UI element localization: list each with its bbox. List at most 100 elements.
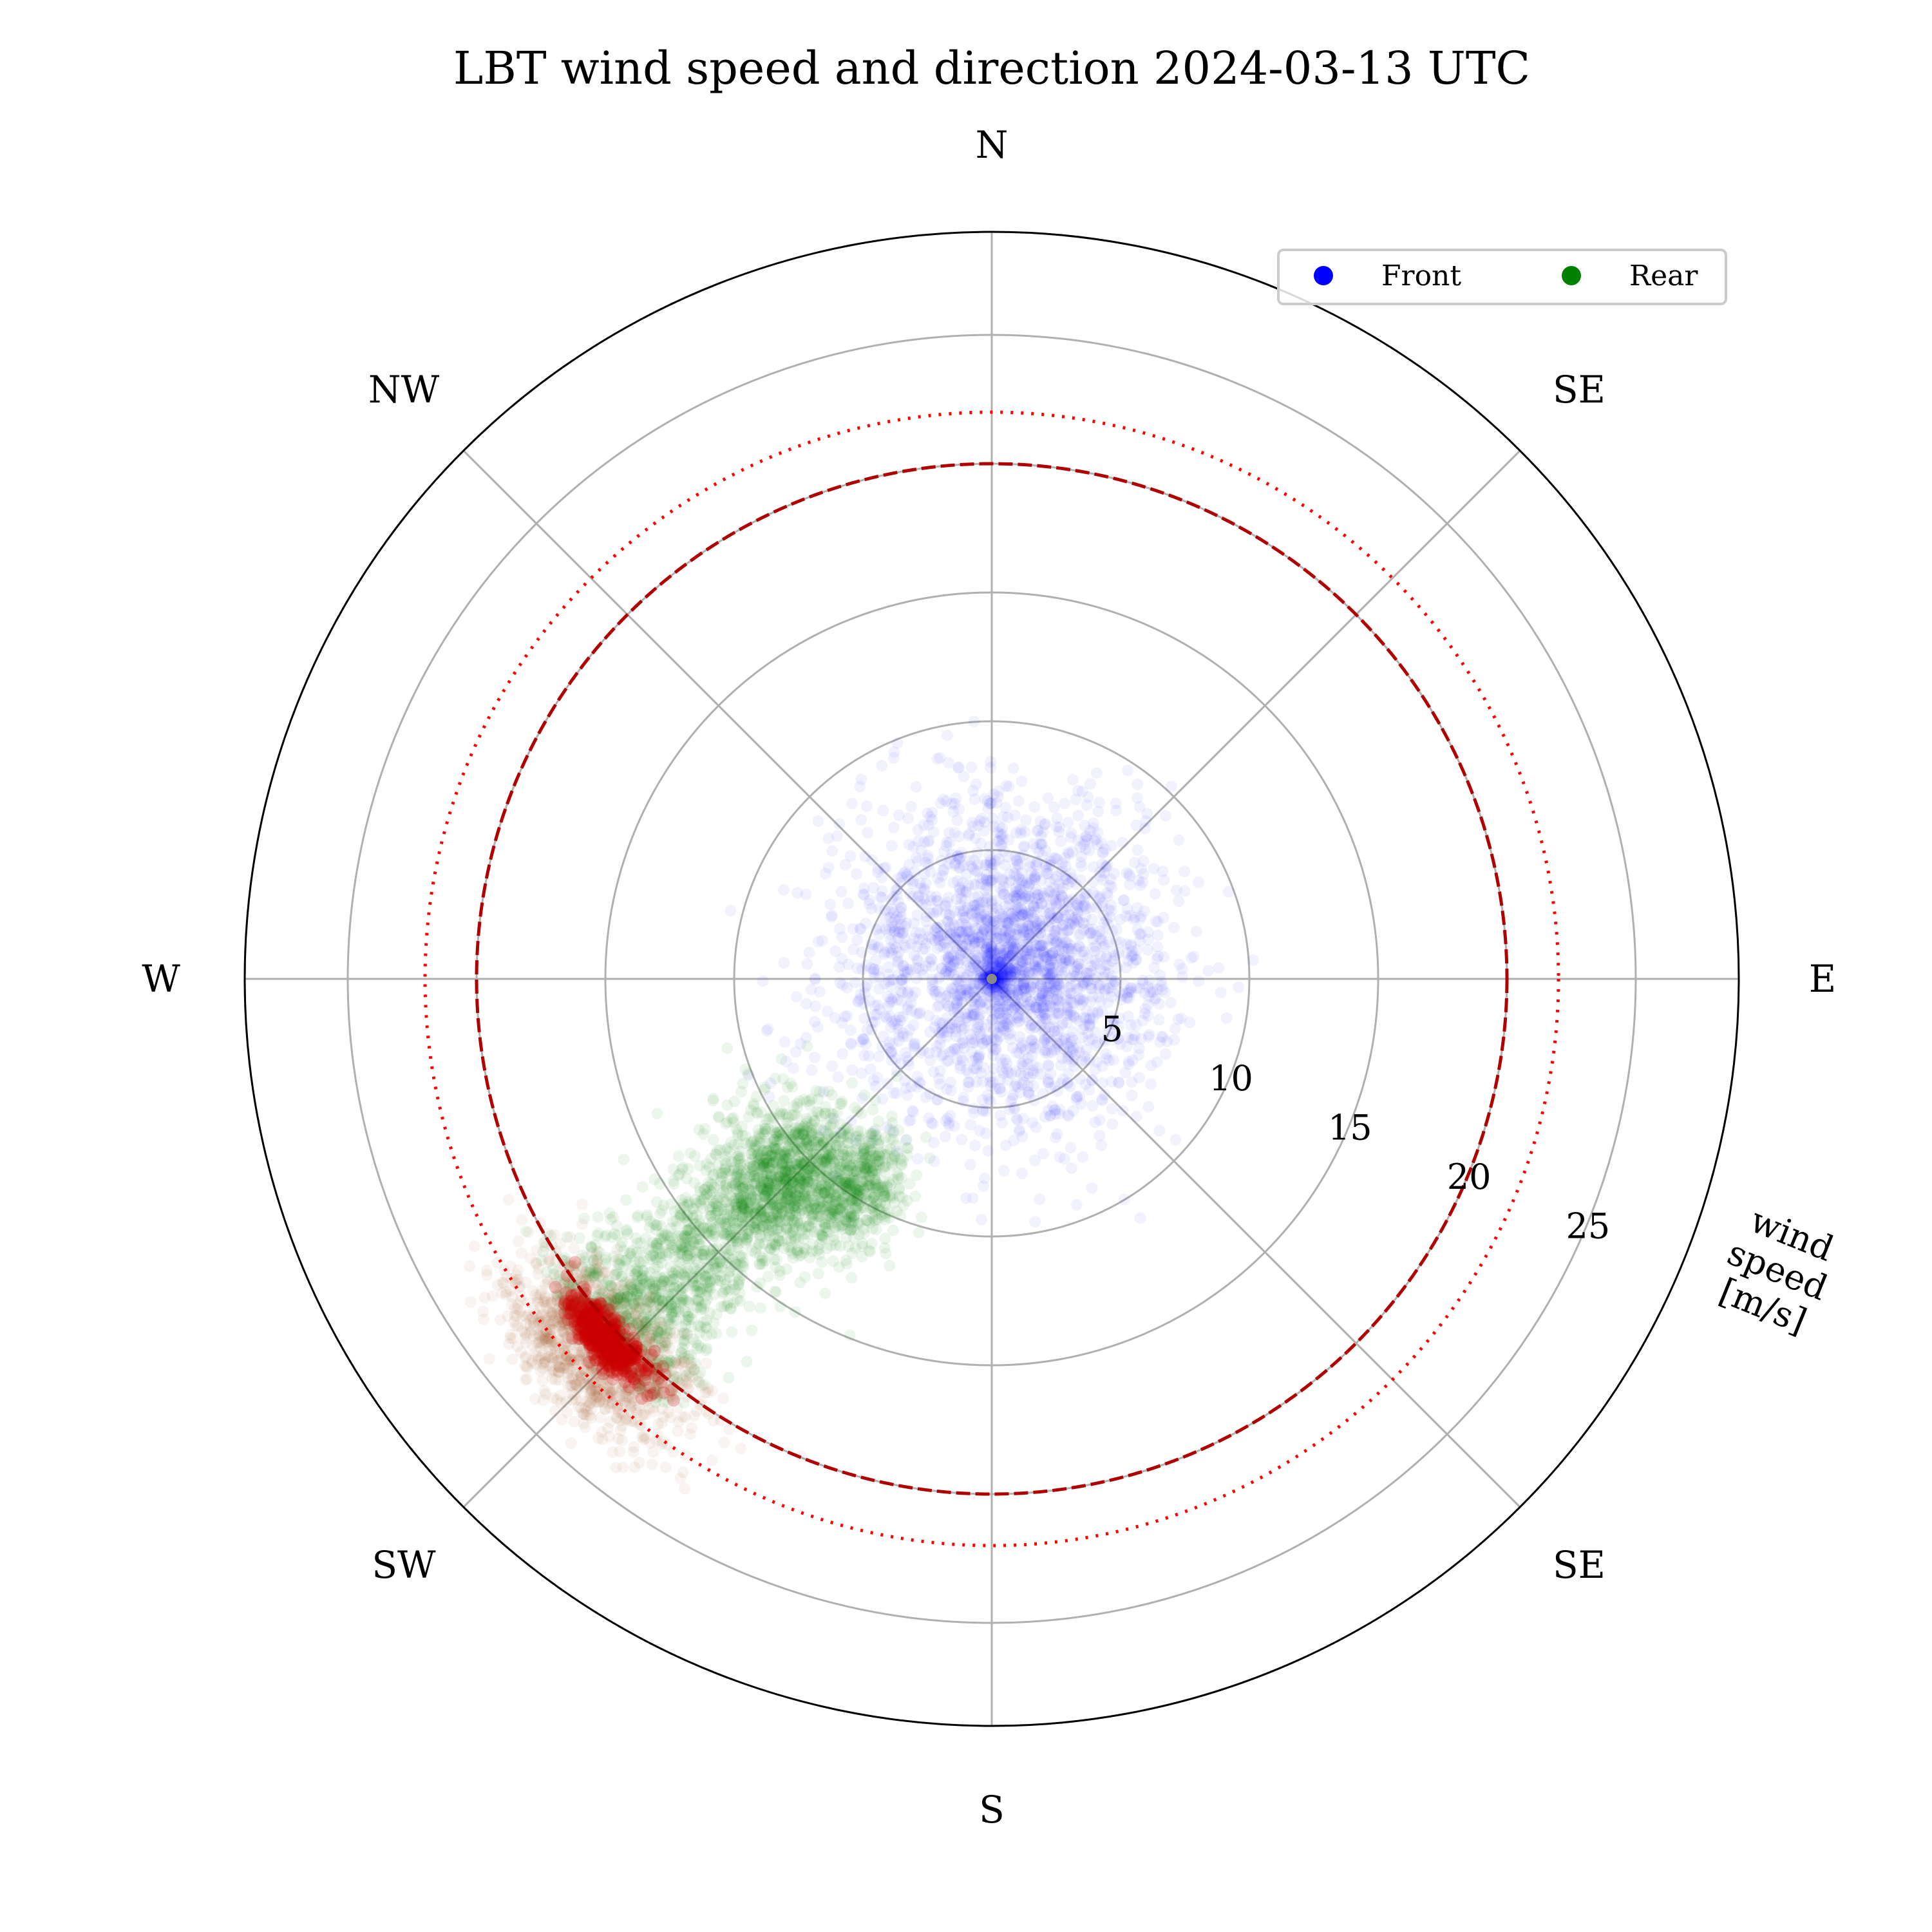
data-point bbox=[1029, 1216, 1041, 1228]
data-point bbox=[993, 963, 1005, 975]
data-point bbox=[922, 858, 934, 871]
data-point bbox=[1155, 976, 1167, 988]
data-point bbox=[1012, 923, 1025, 935]
data-point bbox=[1070, 1012, 1082, 1024]
data-point bbox=[1101, 887, 1113, 899]
data-point bbox=[1117, 1104, 1129, 1117]
data-point bbox=[1072, 1041, 1084, 1054]
data-point bbox=[948, 1120, 960, 1132]
data-point bbox=[1121, 991, 1133, 1003]
data-point bbox=[970, 911, 982, 923]
data-point bbox=[1127, 957, 1139, 969]
data-point bbox=[927, 1066, 940, 1078]
data-point bbox=[1042, 1059, 1054, 1071]
data-point bbox=[1087, 817, 1099, 829]
data-point bbox=[1023, 1089, 1035, 1101]
data-point bbox=[1150, 915, 1162, 927]
data-point bbox=[1104, 911, 1116, 923]
data-point bbox=[1021, 911, 1034, 923]
data-point bbox=[1032, 940, 1044, 952]
data-point bbox=[953, 862, 965, 875]
data-point bbox=[527, 1340, 538, 1352]
data-point bbox=[926, 806, 938, 819]
data-point bbox=[953, 925, 965, 937]
data-point bbox=[1043, 1021, 1056, 1034]
data-point bbox=[1034, 938, 1046, 951]
data-point bbox=[536, 1374, 549, 1387]
data-point bbox=[860, 917, 872, 929]
data-point bbox=[1106, 1018, 1118, 1030]
data-point bbox=[880, 861, 892, 873]
data-point bbox=[932, 872, 944, 884]
data-point bbox=[1027, 1117, 1039, 1129]
data-point bbox=[1028, 1038, 1041, 1050]
data-point bbox=[1144, 986, 1157, 998]
data-point bbox=[989, 855, 1001, 867]
data-point bbox=[918, 836, 930, 848]
data-point bbox=[1124, 1019, 1137, 1031]
data-point bbox=[1148, 961, 1160, 974]
data-point bbox=[945, 966, 957, 978]
data-point bbox=[896, 1030, 909, 1043]
data-point bbox=[1132, 844, 1144, 856]
data-point bbox=[1019, 907, 1032, 919]
grid-ring bbox=[346, 334, 1637, 1624]
data-point bbox=[984, 1076, 996, 1088]
data-point bbox=[1179, 866, 1191, 878]
data-point bbox=[1057, 914, 1070, 926]
data-point bbox=[1024, 860, 1036, 873]
data-point bbox=[990, 986, 1002, 998]
data-point bbox=[980, 873, 992, 885]
data-point bbox=[1139, 987, 1151, 999]
data-point bbox=[1044, 876, 1056, 888]
data-point bbox=[1039, 1111, 1051, 1122]
data-point bbox=[1086, 991, 1099, 1003]
data-point bbox=[1027, 1065, 1039, 1077]
data-point bbox=[862, 827, 874, 838]
data-point bbox=[937, 793, 949, 806]
data-point bbox=[995, 977, 1007, 989]
data-point bbox=[993, 982, 1005, 994]
data-point bbox=[1233, 981, 1245, 993]
data-point bbox=[1004, 970, 1016, 982]
data-point bbox=[1021, 1000, 1033, 1012]
data-point bbox=[1016, 775, 1028, 787]
data-point bbox=[960, 885, 972, 897]
data-point bbox=[958, 905, 971, 918]
data-point bbox=[1146, 983, 1158, 995]
data-point bbox=[864, 1063, 876, 1075]
data-point bbox=[1126, 1054, 1139, 1066]
data-point bbox=[994, 978, 1006, 990]
data-point bbox=[1059, 852, 1071, 864]
data-point bbox=[1016, 1037, 1028, 1049]
data-point bbox=[957, 1095, 969, 1107]
data-point bbox=[1052, 993, 1064, 1005]
data-point bbox=[1151, 929, 1164, 942]
data-point bbox=[1071, 983, 1083, 995]
data-point bbox=[1036, 946, 1048, 958]
data-point bbox=[800, 888, 812, 900]
data-point bbox=[826, 909, 838, 922]
data-point bbox=[982, 949, 994, 961]
data-point bbox=[984, 857, 996, 869]
data-point bbox=[981, 965, 994, 977]
data-point bbox=[1096, 858, 1108, 870]
data-point bbox=[464, 1296, 477, 1308]
data-point bbox=[1019, 879, 1031, 891]
data-point bbox=[1049, 1132, 1061, 1144]
data-point bbox=[914, 895, 926, 907]
data-point bbox=[1023, 905, 1035, 917]
data-point bbox=[993, 1013, 1005, 1025]
data-point bbox=[1043, 916, 1055, 928]
data-point bbox=[1133, 1042, 1145, 1054]
data-point bbox=[1054, 1108, 1065, 1120]
data-point bbox=[1051, 1008, 1063, 1020]
data-point bbox=[1034, 992, 1046, 1005]
data-point bbox=[982, 875, 994, 887]
data-point bbox=[1080, 902, 1092, 914]
data-point bbox=[684, 1428, 696, 1441]
data-point bbox=[1048, 889, 1061, 902]
data-point bbox=[945, 961, 956, 973]
data-point bbox=[964, 1028, 976, 1041]
data-point bbox=[997, 1019, 1009, 1032]
